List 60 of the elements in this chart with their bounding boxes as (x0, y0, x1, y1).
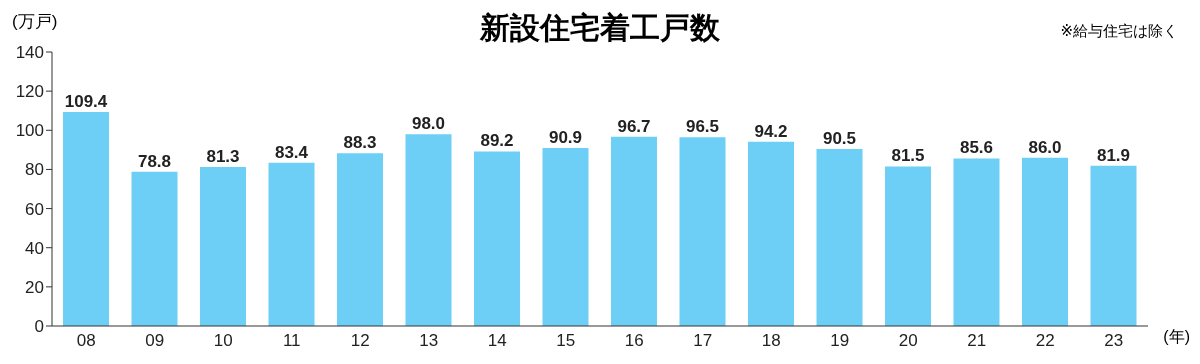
data-label: 89.2 (480, 131, 514, 151)
x-tick-label: 17 (693, 331, 713, 351)
data-label: 81.9 (1096, 145, 1131, 165)
bar (953, 158, 1000, 326)
x-tick-label: 14 (487, 331, 507, 351)
bar (337, 153, 383, 326)
y-tick-label: 80 (25, 160, 44, 180)
chart-title: 新設住宅着工戸数 (480, 11, 720, 44)
x-tick-label: 23 (1104, 331, 1124, 351)
data-label: 88.3 (343, 133, 377, 153)
x-tick-label: 13 (419, 331, 439, 351)
x-tick-label: 11 (282, 331, 301, 351)
data-label: 96.7 (617, 116, 651, 136)
bar (611, 136, 657, 326)
data-label: 90.5 (822, 128, 857, 148)
x-tick-label: 09 (145, 331, 165, 351)
x-axis-title: (年) (1163, 327, 1190, 347)
data-label: 83.4 (274, 142, 309, 162)
data-label: 109.4 (64, 91, 108, 111)
bar (1090, 165, 1137, 326)
y-tick-label: 100 (15, 121, 44, 141)
data-label: 98.0 (411, 114, 446, 134)
bar (268, 162, 315, 326)
bar (748, 141, 794, 326)
data-label: 78.8 (137, 151, 172, 171)
data-label: 94.2 (754, 121, 788, 141)
bar (542, 148, 589, 326)
text: ※給与住宅は除く (1060, 22, 1178, 41)
data-label: 85.6 (959, 138, 994, 158)
x-tick-label: 19 (830, 331, 850, 351)
y-tick-label: 20 (25, 277, 44, 297)
x-tick-label: 18 (761, 331, 781, 351)
data-label: 96.5 (685, 117, 720, 137)
bar (200, 166, 246, 326)
y-tick-label: 140 (15, 43, 44, 63)
x-tick-label: 21 (967, 331, 987, 351)
bar (679, 137, 726, 326)
x-tick-label: 12 (350, 331, 370, 351)
data-label: 81.3 (206, 146, 240, 166)
y-tick-label: 120 (15, 82, 44, 102)
x-tick-label: 15 (556, 331, 576, 351)
data-label: 81.5 (891, 146, 925, 166)
x-tick-label: 10 (213, 331, 233, 351)
x-tick-label: 08 (76, 331, 96, 351)
y-tick-label: 0 (34, 317, 44, 337)
bar (63, 111, 109, 326)
data-label: 90.9 (548, 128, 583, 148)
bar (405, 134, 452, 326)
y-axis-title: (万戸) (12, 11, 58, 33)
x-tick-label: 20 (898, 331, 918, 351)
data-label: 86.0 (1028, 137, 1062, 157)
bar (474, 151, 520, 326)
x-tick-label: 22 (1035, 331, 1055, 351)
bar (885, 166, 931, 326)
y-tick-label: 60 (25, 199, 44, 219)
x-tick-label: 16 (624, 331, 644, 351)
bar (131, 171, 178, 326)
y-tick-label: 40 (25, 238, 44, 258)
bar (816, 148, 863, 326)
bar (1022, 157, 1068, 326)
